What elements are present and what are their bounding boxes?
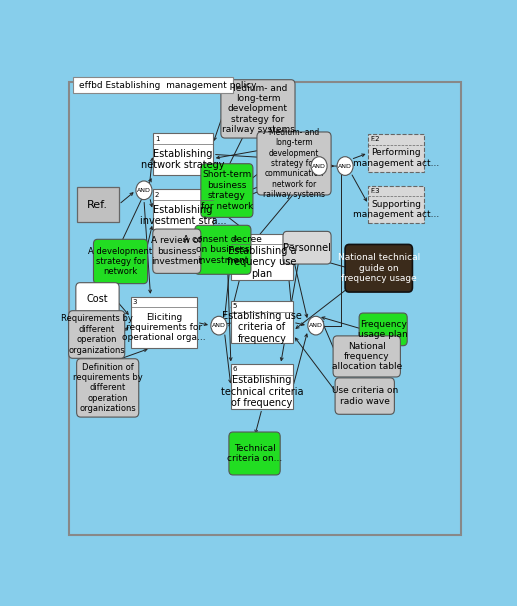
Text: Ref.: Ref. bbox=[87, 199, 108, 210]
FancyBboxPatch shape bbox=[368, 185, 424, 223]
Text: AND: AND bbox=[137, 188, 151, 193]
Text: F.2: F.2 bbox=[370, 136, 380, 142]
Text: Establishing use
criteria of
frequency: Establishing use criteria of frequency bbox=[222, 311, 302, 344]
Text: Cost: Cost bbox=[87, 294, 108, 304]
FancyBboxPatch shape bbox=[195, 225, 251, 275]
FancyBboxPatch shape bbox=[231, 234, 293, 281]
Text: 4: 4 bbox=[233, 236, 237, 242]
Text: Establishing
investment stra...: Establishing investment stra... bbox=[140, 205, 226, 226]
FancyBboxPatch shape bbox=[72, 78, 233, 93]
Text: 5: 5 bbox=[233, 304, 237, 310]
Text: 2: 2 bbox=[155, 191, 159, 198]
FancyBboxPatch shape bbox=[368, 135, 424, 171]
Text: A review of
business
investment: A review of business investment bbox=[151, 236, 203, 266]
Text: Medium- and
long-term
development
strategy for
railway systems: Medium- and long-term development strate… bbox=[221, 84, 294, 134]
FancyBboxPatch shape bbox=[345, 244, 413, 292]
FancyBboxPatch shape bbox=[335, 378, 394, 415]
Text: Personnel: Personnel bbox=[283, 242, 331, 253]
Text: F.3: F.3 bbox=[370, 188, 380, 194]
Text: 3: 3 bbox=[133, 299, 137, 305]
Text: 1: 1 bbox=[155, 136, 159, 142]
Text: Short-term
business
strategy
for network: Short-term business strategy for network bbox=[201, 170, 253, 211]
Text: National technical
guide on
frequency usage: National technical guide on frequency us… bbox=[338, 253, 420, 283]
FancyBboxPatch shape bbox=[77, 187, 119, 222]
Text: AND: AND bbox=[312, 164, 326, 168]
FancyBboxPatch shape bbox=[69, 311, 125, 358]
Text: Supporting
management act...: Supporting management act... bbox=[353, 200, 439, 219]
Circle shape bbox=[311, 157, 327, 175]
FancyBboxPatch shape bbox=[231, 364, 293, 408]
Text: 6: 6 bbox=[233, 367, 237, 373]
FancyBboxPatch shape bbox=[153, 229, 201, 273]
Text: Frequency
usage plan: Frequency usage plan bbox=[358, 319, 408, 339]
Circle shape bbox=[337, 157, 353, 175]
Circle shape bbox=[211, 316, 227, 335]
Circle shape bbox=[308, 316, 324, 335]
FancyBboxPatch shape bbox=[229, 432, 280, 475]
Text: Definition of
requirements by
different
operation
organizations: Definition of requirements by different … bbox=[73, 362, 143, 413]
Text: AND: AND bbox=[212, 323, 226, 328]
Text: Establishing
technical criteria
of frequency: Establishing technical criteria of frequ… bbox=[221, 375, 303, 408]
FancyBboxPatch shape bbox=[76, 282, 119, 315]
FancyBboxPatch shape bbox=[153, 133, 213, 175]
Text: A development
strategy for
network: A development strategy for network bbox=[88, 247, 153, 276]
FancyBboxPatch shape bbox=[201, 164, 253, 218]
Circle shape bbox=[136, 181, 152, 199]
FancyBboxPatch shape bbox=[131, 297, 197, 348]
Text: Use criteria on
radio wave: Use criteria on radio wave bbox=[331, 387, 398, 406]
FancyBboxPatch shape bbox=[94, 239, 147, 284]
Text: AND: AND bbox=[338, 164, 352, 168]
Text: AND: AND bbox=[309, 323, 323, 328]
FancyBboxPatch shape bbox=[283, 231, 331, 264]
FancyBboxPatch shape bbox=[257, 132, 331, 195]
Text: Establishing a
frequency use
plan: Establishing a frequency use plan bbox=[227, 245, 297, 279]
FancyBboxPatch shape bbox=[359, 313, 407, 345]
Text: effbd Establishing  management policy: effbd Establishing management policy bbox=[79, 81, 256, 90]
Text: National
frequency
allocation table: National frequency allocation table bbox=[331, 342, 402, 371]
Text: Performing
management act...: Performing management act... bbox=[353, 148, 439, 168]
Text: A consent decree
on business
investment: A consent decree on business investment bbox=[184, 235, 262, 265]
FancyBboxPatch shape bbox=[221, 80, 295, 138]
FancyBboxPatch shape bbox=[153, 189, 213, 231]
FancyBboxPatch shape bbox=[77, 359, 139, 417]
Text: Establishing
network strategy: Establishing network strategy bbox=[141, 148, 224, 170]
Text: Technical
criteria on...: Technical criteria on... bbox=[227, 444, 282, 463]
FancyBboxPatch shape bbox=[333, 336, 400, 377]
FancyBboxPatch shape bbox=[231, 301, 293, 344]
Text: Eliciting
requirements for
operational orga...: Eliciting requirements for operational o… bbox=[122, 313, 206, 342]
Text: Medium- and
long-term
development
strategy for
communication
network for
railway: Medium- and long-term development strate… bbox=[263, 128, 325, 199]
Text: Requirements by
different
operation
organizations: Requirements by different operation orga… bbox=[60, 315, 133, 355]
